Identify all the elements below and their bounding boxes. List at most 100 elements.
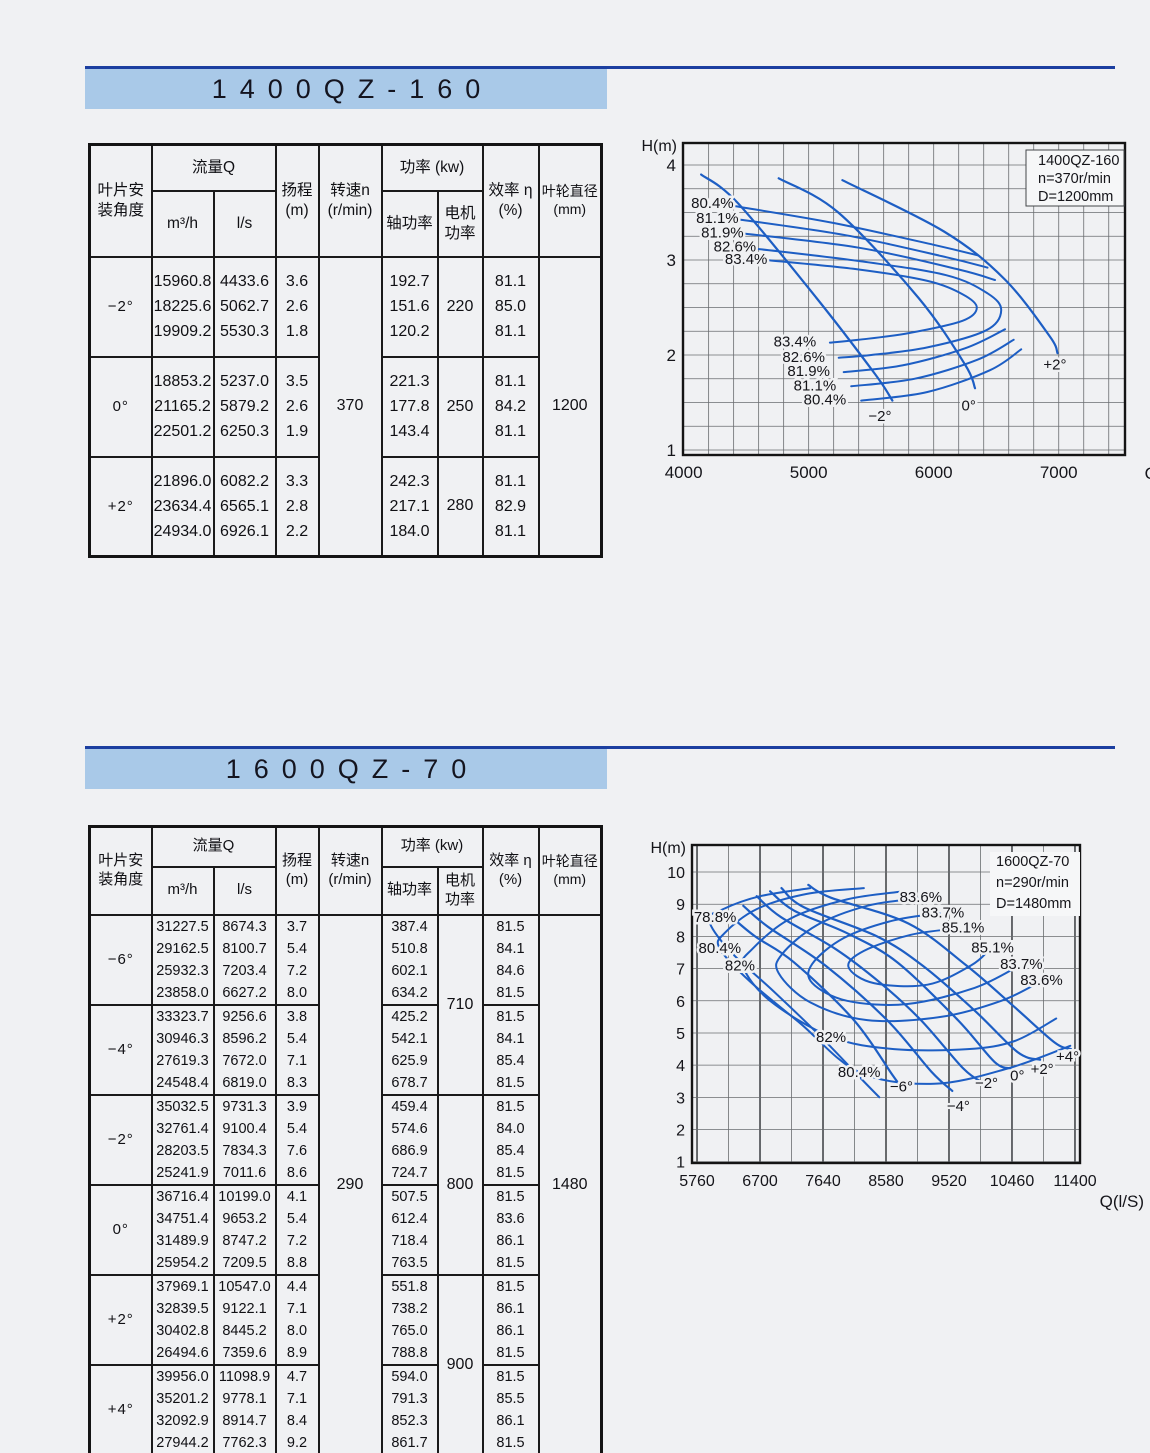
cell-head: 3.8 5.4 7.1 8.3 (274, 1003, 320, 1096)
efficiency-contour-81.1% (850, 338, 1015, 388)
cell-flow-m3h: 31227.5 29162.5 25932.3 23858.0 (150, 913, 215, 1006)
col-header-ls: l/s (212, 189, 277, 258)
value: 3.3 (285, 472, 309, 490)
x-axis-label: Q(l/S) (1145, 464, 1150, 483)
y-tick: 3 (667, 251, 676, 270)
value: 8596.2 (222, 1030, 267, 1047)
value: 678.7 (391, 1074, 428, 1091)
value: 86.1 (496, 1322, 525, 1339)
x-tick: 5760 (679, 1173, 715, 1190)
value: 8445.2 (222, 1322, 267, 1339)
col-header-power: 功率 (kw) (380, 143, 484, 192)
value: 81.5 (496, 1254, 525, 1271)
value: 84.0 (496, 1120, 525, 1137)
cell-flow-m3h: 39956.0 35201.2 32092.9 27944.2 (150, 1363, 215, 1453)
curve-label-85.1%: 85.1% (942, 919, 985, 936)
value: 6819.0 (222, 1074, 267, 1091)
legend-line: n=370r/min (1038, 171, 1111, 187)
value: 36716.4 (156, 1188, 209, 1205)
axis-ticks: 5760 6700 7640 8580 9520 10460 11400 1 2 3 4 5 6 7 8 9 1… (667, 865, 1097, 1190)
section1-title-band: 1400QZ-160 (85, 69, 607, 109)
x-tick: 8580 (868, 1173, 904, 1190)
value: 27619.3 (156, 1052, 209, 1069)
curve-label-83.4%: 83.4% (725, 251, 768, 268)
x-tick: 11400 (1053, 1173, 1096, 1190)
value: 3.8 (286, 1008, 308, 1025)
value: 177.8 (389, 398, 430, 415)
value: 6082.2 (220, 472, 269, 490)
value: 8.6 (286, 1164, 308, 1181)
value: 4.4 (286, 1278, 308, 1295)
value: 81.1 (494, 472, 527, 490)
value: 1.8 (285, 323, 309, 340)
cell-flow-ls: 9256.6 8596.2 7672.0 6819.0 (212, 1003, 277, 1096)
value: 861.7 (391, 1434, 428, 1451)
col-header-speed: 转速n (r/min) (317, 825, 383, 916)
cell-efficiency: 81.1 82.9 81.1 (481, 455, 540, 558)
hq-curve-+2° (780, 887, 1042, 1061)
value: 7.2 (286, 962, 308, 979)
value: 81.1 (494, 273, 527, 290)
value: 791.3 (391, 1390, 428, 1407)
x-tick: 4000 (665, 463, 703, 482)
cell-flow-ls: 5237.0 5879.2 6250.3 (212, 355, 277, 458)
angle-curves (700, 173, 1059, 402)
cell-blade-angle: −6° (88, 913, 153, 1006)
hq-curve-−4° (742, 904, 954, 1092)
value: 85.4 (496, 1142, 525, 1159)
value: 26494.6 (156, 1344, 209, 1361)
value: 19909.2 (153, 323, 212, 340)
cell-flow-ls: 4433.6 5062.7 5530.3 (212, 255, 277, 358)
value: 738.2 (391, 1300, 428, 1317)
cell-blade-angle: +2° (88, 1273, 153, 1366)
spec-table-1400qz160-wrap: 叶片安 装角度 流量Q 扬程 (m) 转速n (r/min) 功率 (kw) 效率 η… (88, 143, 603, 558)
value: 81.5 (496, 1074, 525, 1091)
curve-label-82%: 82% (816, 1029, 846, 1046)
value: 8.4 (286, 1412, 308, 1429)
x-tick: 9520 (931, 1173, 967, 1190)
value: 86.1 (496, 1412, 525, 1429)
table-group-row-+2°: +2° 21896.0 23634.4 24934.0 6082.2 6565.1 6926… (88, 455, 602, 558)
value: 3.9 (286, 1098, 308, 1115)
spec-table-1600qz70-wrap: 叶片安 装角度 流量Q 扬程 (m) 转速n (r/min) 功率 (kw) 效率 η… (88, 825, 603, 1453)
cell-head: 3.7 5.4 7.2 8.0 (274, 913, 320, 1006)
curve-label-−2°: −2° (975, 1075, 998, 1092)
value: 32761.4 (156, 1120, 209, 1137)
value: 2.2 (285, 522, 309, 540)
col-header-head: 扬程 (m) (274, 825, 320, 916)
curve-label-83.7%: 83.7% (922, 904, 965, 921)
cell-motor-power: 710 (436, 913, 484, 1096)
col-header-flow: 流量Q (150, 825, 277, 868)
value: 81.5 (496, 918, 525, 935)
value: 84.2 (494, 398, 527, 415)
value: 81.5 (496, 1344, 525, 1361)
value: 143.4 (389, 423, 430, 440)
cell-shaft-power: 507.5 612.4 718.4 763.5 (380, 1183, 439, 1276)
y-axis-label: H(m) (650, 840, 686, 857)
value: 33323.7 (156, 1008, 209, 1025)
curve-label-85.1%: 85.1% (971, 940, 1014, 957)
col-header-flow: 流量Q (150, 143, 277, 192)
y-tick: 9 (676, 897, 685, 914)
value: 4433.6 (220, 273, 269, 290)
value: 9100.4 (222, 1120, 267, 1137)
value: 7762.3 (222, 1434, 267, 1451)
x-tick: 6700 (742, 1173, 778, 1190)
value: 9653.2 (222, 1210, 267, 1227)
value: 81.1 (494, 423, 527, 440)
hq-curve-−2° (755, 895, 985, 1084)
table-group-row-0°: 0° 18853.2 21165.2 22501.2 5237.0 5879.2 6250.… (88, 355, 602, 458)
cell-efficiency: 81.5 84.1 84.6 81.5 (481, 913, 540, 1006)
value: 81.1 (494, 522, 527, 540)
y-axis-label: H(m) (641, 138, 677, 155)
cell-head: 3.3 2.8 2.2 (274, 455, 320, 558)
value: 7359.6 (222, 1344, 267, 1361)
value: 27944.2 (156, 1434, 209, 1451)
value: 85.4 (496, 1052, 525, 1069)
cell-efficiency: 81.5 83.6 86.1 81.5 (481, 1183, 540, 1276)
value: 18225.6 (153, 298, 212, 315)
value: 507.5 (391, 1188, 428, 1205)
cell-blade-angle: 0° (88, 355, 153, 458)
cell-flow-ls: 8674.3 8100.7 7203.4 6627.2 (212, 913, 277, 1006)
